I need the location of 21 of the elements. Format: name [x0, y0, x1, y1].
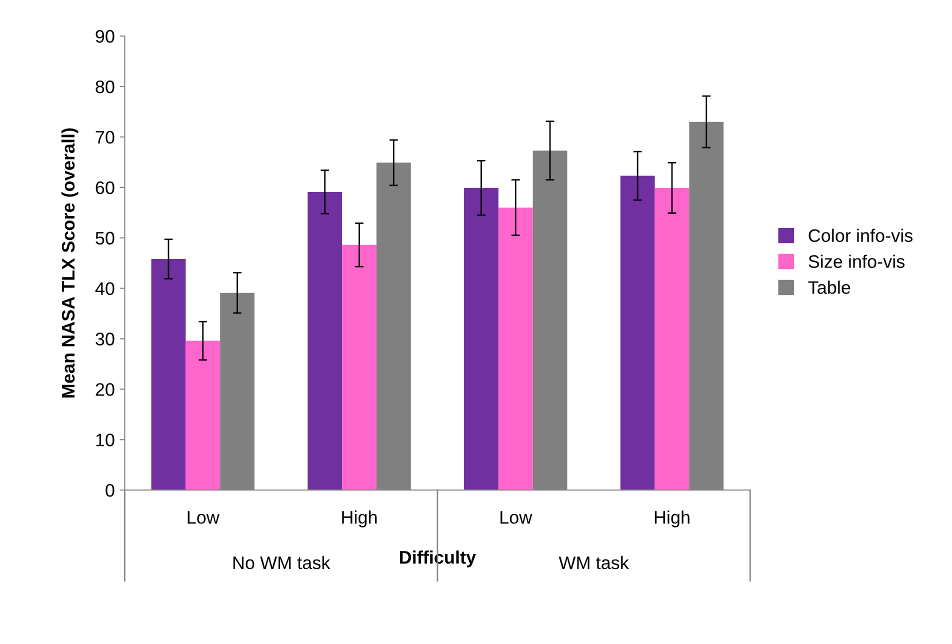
x-tick-label: Low: [188, 511, 220, 524]
y-tick-label: 40: [95, 282, 114, 296]
x-axis-title: Difficulty: [400, 550, 476, 568]
y-axis-title: Mean NASA TLX Score (overall): [61, 128, 78, 398]
y-tick-label: 50: [96, 232, 114, 245]
text: WM task: [558, 556, 629, 570]
y-tick-label: 10: [96, 434, 114, 446]
y-tick-label: 20: [96, 383, 114, 396]
x-tick-label: High: [342, 510, 377, 528]
y-tick-label: 0: [106, 484, 114, 497]
y-tick-label: 30: [96, 332, 114, 346]
x-tick-label: Low: [500, 511, 532, 524]
legend-label: Color info-vis: [808, 228, 913, 242]
legend-label: Size info-vis: [808, 254, 905, 268]
y-tick-label: 60: [96, 181, 114, 194]
text: No WM task: [233, 556, 330, 570]
y-tick-label: 80: [96, 80, 114, 94]
y-tick-label: 70: [96, 130, 114, 144]
y-tick-label: 90: [96, 30, 114, 43]
x-tick-label: High: [654, 510, 690, 528]
legend-label: Table: [808, 280, 850, 294]
